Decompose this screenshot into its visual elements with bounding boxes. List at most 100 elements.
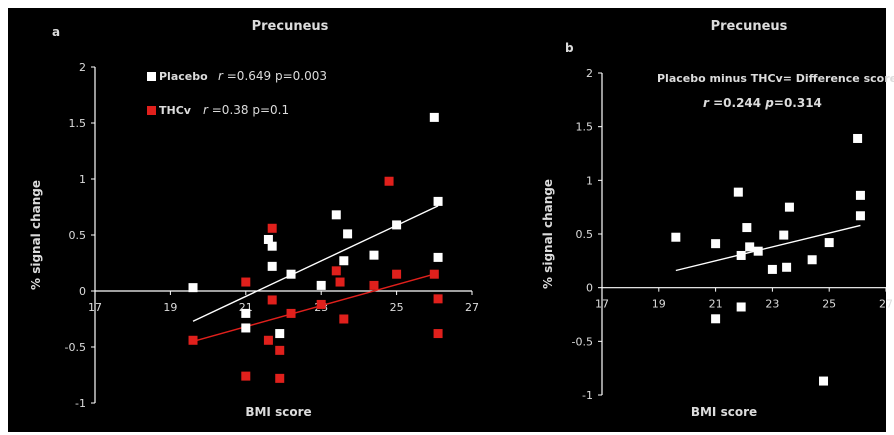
data-point [767, 264, 777, 274]
data-point [241, 323, 251, 333]
stat-part: r [703, 96, 710, 110]
y-tick-label: 0 [79, 285, 86, 298]
data-point [855, 190, 865, 200]
y-tick-label: 0 [586, 282, 593, 295]
data-point [316, 280, 326, 290]
data-point [733, 187, 743, 197]
trend-line [192, 272, 439, 343]
y-tick-label: 1 [79, 173, 86, 186]
panel-letter: a [52, 25, 60, 39]
data-point [188, 283, 198, 293]
chart-title: Precuneus [252, 19, 329, 34]
x-tick-label: 25 [390, 301, 404, 314]
data-point [286, 269, 296, 279]
data-point [241, 371, 251, 381]
data-point [339, 256, 349, 266]
data-point [241, 308, 251, 318]
legend-stats: r =0.649 p=0.003 [218, 69, 327, 83]
data-point [807, 255, 817, 265]
x-tick-label: 21 [709, 298, 723, 311]
data-point [267, 223, 277, 233]
data-point [433, 252, 443, 262]
data-point [853, 133, 863, 143]
panel-b-background [528, 8, 886, 432]
y-tick-label: 2 [586, 67, 593, 80]
stat-part: p [764, 96, 774, 110]
data-point [275, 329, 285, 339]
y-tick-label: -0.5 [65, 341, 86, 354]
trend-line [675, 224, 861, 272]
data-point [433, 294, 443, 304]
y-tick-label: 1.5 [576, 121, 594, 134]
data-point [819, 376, 829, 386]
data-point [316, 299, 326, 309]
x-axis-label: BMI score [245, 405, 311, 419]
stat-r: r [218, 69, 224, 83]
data-point [433, 196, 443, 206]
stat-part: =0.244 [709, 96, 765, 110]
data-point [711, 239, 721, 249]
data-point [188, 335, 198, 345]
data-point [369, 280, 379, 290]
data-point [855, 211, 865, 221]
x-tick-label: 25 [822, 298, 836, 311]
data-point [745, 242, 755, 252]
legend-marker [147, 106, 156, 115]
data-point [384, 176, 394, 186]
data-point [331, 266, 341, 276]
data-point [429, 269, 439, 279]
data-point [286, 308, 296, 318]
data-point [824, 238, 834, 248]
legend-label: THCv [159, 104, 192, 117]
data-point [343, 229, 353, 239]
y-tick-label: 0.5 [69, 229, 87, 242]
y-tick-label: 0.5 [576, 228, 594, 241]
data-point [335, 277, 345, 287]
y-tick-label: -0.5 [572, 335, 593, 348]
data-point [392, 220, 402, 230]
data-point [369, 250, 379, 260]
x-tick-label: 27 [465, 301, 479, 314]
data-point [263, 335, 273, 345]
data-point [267, 241, 277, 251]
y-tick-label: 1 [586, 174, 593, 187]
stat-r: r [203, 103, 209, 117]
panel-b: b Precuneus -1 -0.5 0 0.5 1 1.5 2 17 19 21 23 25 27 BMI… [541, 19, 894, 419]
legend-label: Placebo [159, 70, 208, 83]
y-axis-label: % signal change [29, 180, 43, 290]
data-point [711, 314, 721, 324]
x-axis-label: BMI score [691, 405, 757, 419]
x-tick-label: 23 [765, 298, 779, 311]
data-point [275, 345, 285, 355]
x-tick-label: 19 [652, 298, 666, 311]
legend-stats: r =0.38 p=0.1 [203, 103, 289, 117]
data-point [433, 329, 443, 339]
data-point [671, 232, 681, 242]
x-tick-label: 27 [879, 298, 893, 311]
data-point [736, 250, 746, 260]
data-point [267, 295, 277, 305]
data-point [736, 302, 746, 312]
legend-marker [147, 72, 156, 81]
y-tick-label: 1.5 [69, 117, 87, 130]
x-tick-label: 17 [88, 301, 102, 314]
data-point [339, 314, 349, 324]
stat-values: =0.649 p=0.003 [223, 69, 327, 83]
y-axis-label: % signal change [541, 179, 555, 289]
y-tick-label: 2 [79, 61, 86, 74]
data-point [275, 373, 285, 383]
annotation-stats: r =0.244 p=0.314 [703, 96, 822, 110]
annotation-title: Placebo minus THCv= Difference score [657, 72, 894, 85]
stat-part: =0.314 [774, 96, 822, 110]
data-point [779, 230, 789, 240]
x-tick-label: 19 [163, 301, 177, 314]
panel-letter: b [565, 41, 574, 55]
y-tick-label: -1 [582, 389, 593, 402]
chart-title: Precuneus [711, 19, 788, 34]
data-point [241, 277, 251, 287]
data-point [753, 246, 763, 256]
y-tick-label: -1 [75, 397, 86, 410]
data-point [429, 112, 439, 122]
data-point [742, 223, 752, 233]
